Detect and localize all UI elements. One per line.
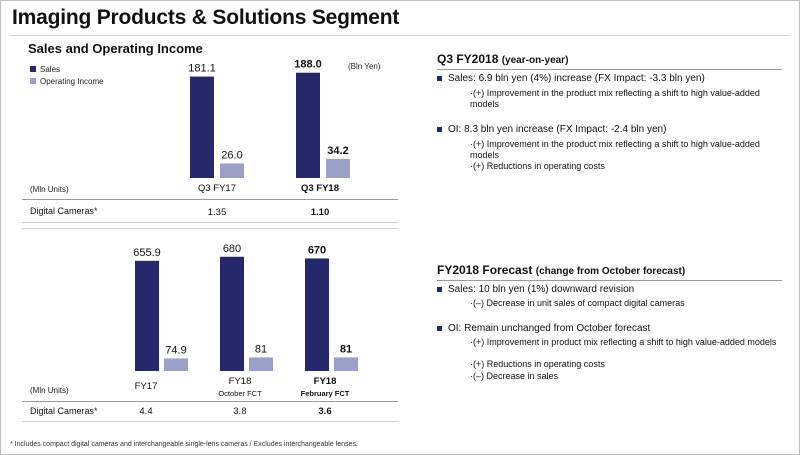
- fy-bullet-sales-text: Sales: 10 bln yen (1%) downward revision: [448, 284, 635, 295]
- q3-bullet-sales-text: Sales: 6.9 bln yen (4%) increase (FX Imp…: [448, 73, 705, 84]
- data-label-operating-income-0-0: 26.0: [221, 149, 242, 161]
- q3-bullet-oi: OI: 8.3 bln yen increase (FX Impact: -2.…: [437, 124, 666, 135]
- table-rule-bottom: [22, 401, 398, 402]
- fy-heading: FY2018 Forecast (change from October for…: [437, 263, 685, 277]
- data-label-sales-0-1: 188.0: [294, 59, 322, 71]
- fy-heading-rule: [437, 280, 782, 281]
- data-label-operating-income-1-1: 81: [255, 343, 267, 355]
- category-label-fy18-october: FY18: [228, 376, 252, 387]
- fy-bullet-sales: Sales: 10 bln yen (1%) downward revision: [437, 284, 634, 295]
- table-cell-q3-fy18: 1.10: [310, 207, 330, 218]
- q3-oi-sub-2: ·(+) Reductions in operating costs: [470, 161, 605, 171]
- title-divider: [10, 35, 789, 36]
- legend-item-operating-income: Operating Income: [30, 75, 104, 87]
- section-subtitle: Sales and Operating Income: [28, 41, 203, 56]
- bar-sales-1-1: [220, 256, 244, 371]
- unit-label-bln-yen: (Bln Yen): [348, 62, 381, 71]
- data-label-operating-income-1-0: 74.9: [165, 344, 186, 356]
- table-row-label-top: Digital Cameras*: [30, 206, 98, 216]
- bar-operating-income-1-2: [334, 357, 358, 371]
- q3-heading: Q3 FY2018 (year-on-year): [437, 52, 568, 66]
- fy-oi-sub-3: ·(–) Decrease in sales: [470, 371, 559, 381]
- legend-swatch-sales: [30, 66, 36, 72]
- category-sublabel-october-fct: October FCT: [218, 389, 262, 398]
- table-unit-label-bottom: (Mln Units): [30, 386, 69, 395]
- bullet-square-icon: [437, 326, 442, 331]
- bar-sales-1-2: [305, 258, 329, 371]
- q3-heading-text: Q3 FY2018: [437, 52, 499, 66]
- q3-heading-paren: (year-on-year): [501, 55, 569, 66]
- bar-operating-income-0-1: [326, 158, 350, 178]
- fy-sales-sub-1: ·(–) Decrease in unit sales of compact d…: [470, 298, 685, 308]
- table-cell-q3-fy17: 1.35: [207, 207, 227, 218]
- bar-sales-1-0: [135, 260, 159, 371]
- fy-oi-sub-2: ·(+) Reductions in operating costs: [470, 359, 605, 369]
- data-label-operating-income-0-1: 34.2: [327, 145, 348, 157]
- data-label-sales-1-2: 670: [308, 244, 326, 256]
- category-label-q3-fy17: Q3 FY17: [197, 183, 237, 194]
- bullet-square-icon: [437, 127, 442, 132]
- q3-oi-sub-1: ·(+) Improvement in the product mix refl…: [470, 139, 760, 160]
- q3-bullet-sales: Sales: 6.9 bln yen (4%) increase (FX Imp…: [437, 73, 705, 84]
- category-label-fy17: FY17: [134, 381, 158, 392]
- legend-label-operating-income: Operating Income: [40, 76, 104, 86]
- chart-legend: Sales Operating Income: [30, 63, 104, 87]
- bar-operating-income-1-1: [249, 357, 273, 371]
- fy-bullet-oi: OI: Remain unchanged from October foreca…: [437, 323, 650, 334]
- fy-oi-sub-1: ·(+) Improvement in product mix reflecti…: [470, 337, 777, 347]
- legend-swatch-operating-income: [30, 78, 36, 84]
- data-label-sales-1-1: 680: [223, 243, 241, 255]
- bar-operating-income-1-0: [164, 358, 188, 371]
- data-label-sales-0-0: 181.1: [188, 63, 216, 75]
- table-bottom-rule-top: [22, 222, 398, 223]
- fy-heading-paren: (change from October forecast): [535, 266, 686, 277]
- data-label-operating-income-1-2: 81: [340, 343, 352, 355]
- table-rule-top: [22, 199, 398, 200]
- table-bottom-rule-bottom: [22, 421, 398, 422]
- data-label-sales-1-0: 655.9: [133, 247, 161, 259]
- category-label-q3-fy18: Q3 FY18: [300, 183, 340, 194]
- table-row-label-bottom: Digital Cameras*: [30, 406, 98, 416]
- footnote: * Includes compact digital cameras and i…: [10, 441, 358, 448]
- bullet-square-icon: [437, 76, 442, 81]
- fy-bullet-oi-text: OI: Remain unchanged from October foreca…: [448, 323, 651, 334]
- bullet-square-icon: [437, 287, 442, 292]
- fy-heading-text: FY2018 Forecast: [437, 263, 533, 277]
- q3-bullet-oi-text: OI: 8.3 bln yen increase (FX Impact: -2.…: [448, 124, 667, 135]
- table-cell-fy18-february: 3.6: [318, 406, 332, 417]
- table-cell-fy17: 4.4: [139, 406, 153, 417]
- table-cell-fy18-october: 3.8: [233, 406, 247, 417]
- bar-sales-0-1: [296, 72, 320, 178]
- section-divider: [22, 228, 398, 229]
- legend-label-sales: Sales: [40, 64, 61, 74]
- bar-operating-income-0-0: [220, 163, 244, 178]
- table-unit-label-top: (Mln Units): [30, 185, 69, 194]
- category-sublabel-february-fct: February FCT: [300, 389, 350, 398]
- page-title: Imaging Products & Solutions Segment: [12, 6, 400, 29]
- q3-heading-rule: [437, 69, 782, 70]
- bar-sales-0-0: [190, 76, 214, 178]
- category-label-fy18-february: FY18: [313, 376, 337, 387]
- legend-item-sales: Sales: [30, 63, 104, 75]
- q3-sales-sub-1: ·(+) Improvement in the product mix refl…: [470, 88, 760, 109]
